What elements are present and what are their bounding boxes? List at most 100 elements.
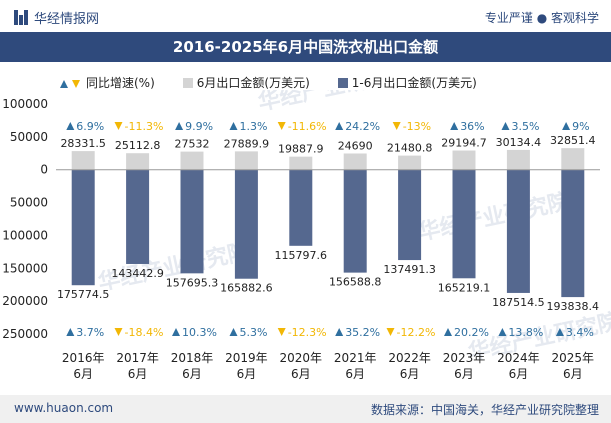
chart-title: 2016-2025年6月中国洗衣机出口金额 [172, 38, 439, 56]
monthly-growth-label: 9.9% [185, 120, 213, 133]
cumulative-growth-label: 13.8% [508, 326, 543, 339]
x-tick-month: 6月 [73, 367, 93, 381]
cumulative-value-label: 115797.6 [275, 249, 328, 262]
x-tick-year: 2018年 [171, 351, 214, 365]
monthly-value-label: 24690 [338, 139, 373, 152]
x-tick-month: 6月 [400, 367, 420, 381]
monthly-growth-label: -13% [403, 120, 431, 133]
cumulative-growth-label: 3.4% [566, 326, 594, 339]
legend-growth: 同比增速(%) [60, 74, 155, 91]
cumulative-growth-label: 20.2% [454, 326, 489, 339]
x-tick-year: 2021年 [334, 351, 377, 365]
monthly-growth-label: 3.5% [512, 120, 540, 133]
y-tick-label: 100000 [2, 228, 48, 242]
data-source: 数据来源：中国海关，华经产业研究院整理 [370, 403, 599, 417]
x-tick-month: 6月 [345, 367, 365, 381]
y-tick-label: 150000 [2, 261, 48, 275]
bar-cumulative [289, 169, 313, 246]
x-tick-month: 6月 [182, 367, 202, 381]
cumulative-growth-label: 3.7% [76, 326, 104, 339]
cumulative-value-label: 157695.3 [166, 276, 219, 289]
monthly-growth-label: 1.3% [240, 120, 268, 133]
growth-up-icon [562, 122, 571, 130]
legend-cumulative: 1-6月出口金额(万美元) [337, 74, 477, 91]
bar-cumulative [126, 169, 150, 264]
legend-monthly-label: 6月出口金额(万美元) [196, 76, 310, 90]
square-icon [182, 77, 193, 88]
tagline: 专业严谨 ● 客观科学 [484, 11, 599, 25]
y-tick-label: 50000 [10, 196, 48, 210]
cumulative-value-label: 143442.9 [111, 267, 164, 280]
cumulative-value-label: 175774.5 [57, 288, 110, 301]
logo-text: 华经情报网 [34, 12, 100, 27]
y-tick-label: 0 [40, 163, 48, 177]
logo: 华经情报网 [14, 8, 99, 27]
monthly-value-label: 19887.9 [278, 143, 324, 156]
x-tick-month: 6月 [454, 367, 474, 381]
monthly-growth-label: 36% [460, 120, 484, 133]
cumulative-growth-label: -12.3% [288, 326, 327, 339]
growth-down-icon [114, 122, 123, 130]
bar-cumulative [234, 169, 258, 279]
cumulative-value-label: 137491.3 [383, 263, 436, 276]
cumulative-growth-label: 5.3% [240, 326, 268, 339]
monthly-growth-label: 6.9% [76, 120, 104, 133]
monthly-value-label: 32851.4 [550, 134, 596, 147]
cumulative-growth-label: -12.2% [397, 326, 436, 339]
bar-cumulative [343, 169, 367, 273]
x-tick-year: 2022年 [388, 351, 431, 365]
x-tick-year: 2017年 [116, 351, 159, 365]
monthly-value-label: 21480.8 [387, 142, 433, 155]
cumulative-growth-label: -18.4% [125, 326, 164, 339]
growth-up-icon [501, 122, 510, 130]
bar-cumulative [452, 169, 476, 279]
bar-monthly [452, 150, 476, 170]
x-tick-year: 2025年 [552, 351, 595, 365]
cumulative-value-label: 187514.5 [492, 296, 545, 309]
monthly-growth-label: 24.2% [345, 120, 380, 133]
bar-cumulative [71, 169, 95, 286]
title-bar: 2016-2025年6月中国洗衣机出口金额 [0, 32, 611, 62]
cumulative-value-label: 165219.1 [438, 281, 491, 294]
legend-cumulative-label: 1-6月出口金额(万美元) [351, 76, 477, 90]
watermark-text: 华经产业研究院 [416, 188, 572, 245]
watermark-text: 华经产业研究院 [256, 90, 412, 116]
monthly-value-label: 27889.9 [224, 137, 270, 150]
growth-down-icon [277, 328, 286, 336]
x-tick-year: 2020年 [280, 351, 323, 365]
bar-monthly [234, 151, 258, 170]
monthly-growth-label: 9% [572, 120, 589, 133]
growth-triangles-icon [60, 79, 80, 88]
cumulative-value-label: 156588.8 [329, 276, 382, 289]
square-icon [337, 77, 348, 88]
monthly-growth-label: -11.6% [288, 120, 327, 133]
bar-monthly [71, 151, 95, 170]
growth-down-icon [114, 328, 123, 336]
monthly-growth-label: -11.3% [125, 120, 164, 133]
bar-chart: 华经产业研究院华经产业研究院华经产业研究院华经产业研究院100000500000… [2, 90, 611, 381]
website-link[interactable]: www.huaon.com [14, 401, 114, 415]
growth-down-icon [386, 328, 395, 336]
growth-down-icon [277, 122, 286, 130]
monthly-value-label: 30134.4 [496, 136, 542, 149]
x-tick-month: 6月 [237, 367, 257, 381]
x-tick-month: 6月 [128, 367, 148, 381]
bar-monthly [561, 148, 585, 170]
y-tick-label: 100000 [2, 97, 48, 111]
legend-monthly: 6月出口金额(万美元) [182, 74, 310, 91]
y-tick-label: 250000 [2, 327, 48, 341]
growth-up-icon [229, 122, 238, 130]
growth-up-icon [66, 328, 75, 336]
chart-legend: 同比增速(%) 6月出口金额(万美元) 1-6月出口金额(万美元) [60, 74, 477, 91]
growth-up-icon [335, 328, 344, 336]
growth-up-icon [229, 328, 238, 336]
bar-monthly [343, 153, 367, 170]
bar-monthly [126, 153, 150, 170]
x-tick-year: 2024年 [497, 351, 540, 365]
x-tick-year: 2016年 [62, 351, 105, 365]
bar-monthly [398, 155, 422, 170]
cumulative-value-label: 193838.4 [547, 300, 600, 313]
y-tick-label: 200000 [2, 294, 48, 308]
growth-up-icon [66, 122, 75, 130]
growth-up-icon [498, 328, 507, 336]
